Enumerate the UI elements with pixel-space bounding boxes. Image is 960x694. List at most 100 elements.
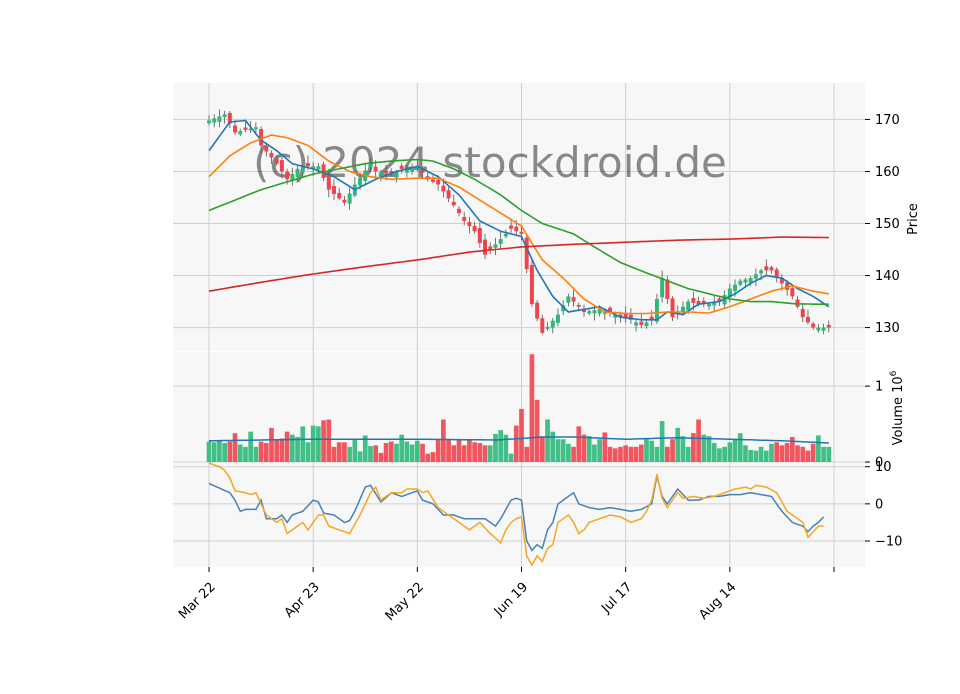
candle-body bbox=[769, 267, 774, 271]
volume-bar bbox=[342, 442, 347, 462]
candle-body bbox=[373, 166, 378, 172]
volume-bar bbox=[352, 439, 358, 462]
x-axis-tick-label: Jul 17 bbox=[598, 580, 635, 617]
oscillator-line-1 bbox=[208, 475, 825, 552]
volume-bar bbox=[555, 439, 561, 462]
volume-bar bbox=[430, 452, 436, 462]
candle-body bbox=[821, 327, 826, 331]
candle-body bbox=[738, 280, 743, 285]
candle-body bbox=[430, 179, 435, 182]
candle-body bbox=[290, 174, 295, 181]
volume-bar bbox=[717, 448, 722, 462]
volume-bar bbox=[680, 436, 686, 462]
candle-body bbox=[670, 298, 675, 318]
volume-bar bbox=[373, 445, 379, 462]
candle-body bbox=[259, 129, 264, 146]
candle-body bbox=[243, 127, 248, 130]
candle-body bbox=[805, 316, 810, 323]
candle-body bbox=[800, 308, 805, 318]
volume-bar bbox=[539, 436, 545, 462]
candle-body bbox=[649, 316, 654, 320]
candle-body bbox=[733, 284, 738, 291]
volume-bar bbox=[305, 442, 311, 462]
volume-bar bbox=[774, 442, 780, 462]
candle-body bbox=[665, 279, 670, 299]
volume-axis-label-text: Volume 10 bbox=[891, 376, 906, 445]
volume-bar bbox=[816, 435, 821, 462]
volume-bar bbox=[649, 440, 655, 462]
candle-body bbox=[524, 237, 529, 270]
volume-bar bbox=[529, 354, 535, 462]
volume-bar bbox=[451, 445, 457, 462]
volume-bar bbox=[289, 434, 295, 462]
x-axis-tick-label: Apr 23 bbox=[282, 580, 323, 621]
volume-bar bbox=[409, 444, 415, 462]
price-panel-marks bbox=[207, 109, 831, 335]
x-axis-tick-label: Jun 19 bbox=[491, 580, 531, 620]
candle-body bbox=[759, 270, 764, 274]
candle-body bbox=[311, 166, 316, 170]
volume-bar bbox=[644, 439, 649, 462]
candle-body bbox=[811, 323, 816, 328]
volume-bar bbox=[237, 444, 243, 462]
volume-bar bbox=[560, 439, 566, 462]
candle-body bbox=[212, 118, 217, 123]
candle-body bbox=[441, 185, 446, 192]
candle-body bbox=[519, 231, 524, 234]
candle-body bbox=[774, 269, 779, 277]
volume-bar bbox=[258, 441, 264, 462]
volume-bar bbox=[571, 446, 576, 462]
candle-body bbox=[514, 226, 519, 232]
volume-bar bbox=[446, 439, 451, 462]
volume-bar bbox=[316, 426, 321, 462]
candle-body bbox=[545, 326, 550, 329]
volume-bar bbox=[633, 446, 639, 462]
candle-body bbox=[207, 120, 211, 124]
volume-bar bbox=[519, 408, 524, 462]
candle-body bbox=[399, 165, 404, 169]
candle-body bbox=[571, 297, 576, 302]
volume-bar bbox=[753, 450, 759, 462]
candle-body bbox=[498, 239, 503, 244]
candle-body bbox=[660, 278, 665, 298]
volume-y-tick-label: 0 bbox=[875, 456, 883, 471]
candle-body bbox=[378, 172, 383, 176]
volume-bar bbox=[362, 435, 368, 462]
volume-bar bbox=[784, 443, 790, 462]
volume-bar bbox=[482, 445, 488, 462]
candle-body bbox=[305, 163, 310, 167]
candle-body bbox=[618, 314, 623, 318]
candle-body bbox=[566, 296, 571, 303]
volume-bar bbox=[696, 419, 701, 462]
volume-bar bbox=[623, 445, 629, 462]
candle-body bbox=[540, 318, 545, 333]
x-axis-tick-label: Aug 14 bbox=[696, 580, 739, 623]
volume-bar bbox=[597, 439, 602, 462]
candle-body bbox=[764, 266, 769, 271]
volume-bar bbox=[534, 399, 540, 462]
candle-body bbox=[529, 264, 534, 305]
candle-body bbox=[576, 305, 581, 307]
candle-body bbox=[816, 327, 821, 331]
volume-bar bbox=[456, 440, 462, 462]
candle-body bbox=[483, 239, 488, 255]
candle-body bbox=[389, 170, 394, 175]
volume-bar bbox=[498, 430, 504, 462]
candle-body bbox=[316, 166, 321, 170]
volume-bar bbox=[566, 443, 571, 462]
oscillator-line-2 bbox=[208, 462, 824, 567]
volume-bar bbox=[217, 440, 222, 462]
volume-bar bbox=[805, 450, 811, 462]
oscillator-y-tick-label: −10 bbox=[875, 535, 902, 550]
volume-bar bbox=[607, 446, 613, 462]
candle-body bbox=[717, 298, 722, 302]
volume-bar bbox=[441, 419, 446, 462]
volume-bar bbox=[789, 436, 795, 462]
volume-bar bbox=[576, 426, 582, 462]
volume-bar bbox=[581, 434, 587, 462]
candle-body bbox=[248, 128, 253, 131]
candle-body bbox=[332, 186, 336, 195]
candle-body bbox=[680, 306, 685, 312]
candle-body bbox=[321, 164, 326, 178]
